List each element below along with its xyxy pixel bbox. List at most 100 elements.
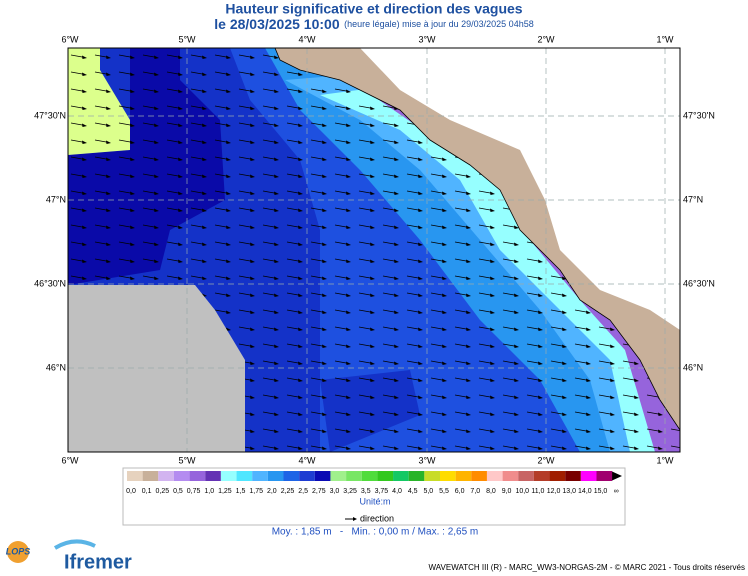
map	[68, 48, 680, 452]
legend-swatch	[299, 471, 315, 481]
date: le 28/03/2025 10:00	[214, 16, 340, 32]
legend-label: 11,0	[531, 488, 544, 495]
legend-swatch	[533, 471, 550, 481]
lops-text: LOPS	[6, 546, 31, 556]
lops-logo	[7, 541, 29, 563]
legend-swatch	[205, 471, 221, 481]
legend-label: 0,1	[142, 488, 152, 495]
legend-swatch	[252, 471, 268, 481]
legend-swatch	[502, 471, 519, 481]
legend-label: 0,0	[126, 488, 136, 495]
legend-label: 3,5	[361, 488, 371, 495]
legend-swatch	[377, 471, 394, 481]
lat-label-left: 46°N	[46, 362, 66, 372]
unit: Unité:m	[359, 496, 390, 506]
legend-swatch	[518, 471, 534, 481]
lon-label-top: 6°W	[61, 34, 79, 44]
legend-swatch	[158, 471, 174, 481]
ifremer-text: Ifremer	[64, 551, 132, 573]
title: Hauteur significative et direction des v…	[225, 1, 522, 17]
legend-swatch	[486, 471, 503, 481]
legend-label: 7,0	[470, 488, 480, 495]
legend-label: 9,0	[502, 488, 512, 495]
lon-label-top: 2°W	[537, 34, 555, 44]
legend-swatch	[565, 471, 581, 481]
direction-arrow-head	[353, 517, 357, 521]
lon-label-top: 5°W	[178, 34, 196, 44]
legend-label: 0,25	[155, 488, 169, 495]
legend-swatch	[189, 471, 206, 481]
legend-swatch	[393, 471, 409, 481]
legend-label: 0,75	[187, 488, 201, 495]
lon-label-top: 4°W	[298, 34, 316, 44]
legend-label: 1,5	[236, 488, 246, 495]
lon-label-top: 1°W	[656, 34, 674, 44]
legend-arrow	[611, 471, 622, 481]
footer: WAVEWATCH III (R) - MARC_WW3-NORGAS-2M -…	[429, 563, 745, 572]
legend-swatch	[471, 471, 487, 481]
legend-label: 2,0	[267, 488, 277, 495]
lat-label-right: 47°30'N	[683, 110, 715, 120]
legend-label: 13,0	[562, 488, 576, 495]
lon-label-bottom: 3°W	[418, 455, 436, 465]
update: (heure légale) mise à jour du 29/03/2025…	[344, 19, 534, 29]
legend-swatch	[283, 471, 300, 481]
legend-label: 3,25	[343, 488, 357, 495]
legend-swatch	[424, 471, 440, 481]
legend-swatch	[440, 471, 456, 481]
lat-label-right: 46°30'N	[683, 278, 715, 288]
legend-label: 5,5	[439, 488, 449, 495]
lon-label-bottom: 5°W	[178, 455, 196, 465]
legend-label: 12,0	[547, 488, 561, 495]
lon-label-top: 3°W	[418, 34, 436, 44]
legend-swatch	[220, 471, 237, 481]
legend-label: ∞	[614, 488, 619, 495]
legend-swatch	[346, 471, 362, 481]
lon-label-bottom: 6°W	[61, 455, 79, 465]
legend-label: 3,0	[330, 488, 340, 495]
legend-label: 4,0	[392, 488, 402, 495]
lat-label-right: 46°N	[683, 362, 703, 372]
subtitle: le 28/03/2025 10:00 (heure légale) mise …	[214, 16, 533, 34]
legend-label: 2,25	[281, 488, 295, 495]
direction-label: direction	[360, 513, 394, 523]
lon-label-bottom: 2°W	[537, 455, 555, 465]
legend-label: 1,0	[204, 488, 214, 495]
stats: Moy. : 1,85 m - Min. : 0,00 m / Max. : 2…	[272, 527, 479, 538]
legend-label: 5,0	[423, 488, 433, 495]
lat-label-right: 47°N	[683, 194, 703, 204]
legend-label: 8,0	[486, 488, 496, 495]
legend-swatch	[236, 471, 253, 481]
lat-label-left: 47°30'N	[34, 110, 66, 120]
graticule	[68, 48, 680, 452]
legend-swatch	[580, 471, 597, 481]
legend-swatch	[142, 471, 159, 481]
legend-swatch	[127, 471, 143, 481]
lat-label-left: 47°N	[46, 194, 66, 204]
legend-swatch	[267, 471, 284, 481]
map-frame	[67, 47, 681, 453]
legend-label: 0,5	[173, 488, 183, 495]
lon-label-bottom: 1°W	[656, 455, 674, 465]
legend-label: 10,0	[515, 488, 529, 495]
legend-label: 15,0	[594, 488, 608, 495]
legend-swatch	[314, 471, 331, 481]
legend-swatch	[596, 471, 613, 481]
legend-swatch	[549, 471, 566, 481]
lon-label-bottom: 4°W	[298, 455, 316, 465]
legend-swatch	[361, 471, 378, 481]
legend-label: 6,0	[455, 488, 465, 495]
legend-label: 3,75	[375, 488, 389, 495]
legend-label: 4,5	[408, 488, 418, 495]
legend-label: 1,25	[218, 488, 232, 495]
legend-swatch	[173, 471, 190, 481]
legend-label: 14,0	[578, 488, 592, 495]
legend-label: 2,75	[312, 488, 326, 495]
legend-label: 2,5	[298, 488, 308, 495]
legend-swatch	[330, 471, 347, 481]
ifremer-swoosh	[53, 539, 96, 550]
lat-label-left: 46°30'N	[34, 278, 66, 288]
legend-label: 1,75	[249, 488, 263, 495]
